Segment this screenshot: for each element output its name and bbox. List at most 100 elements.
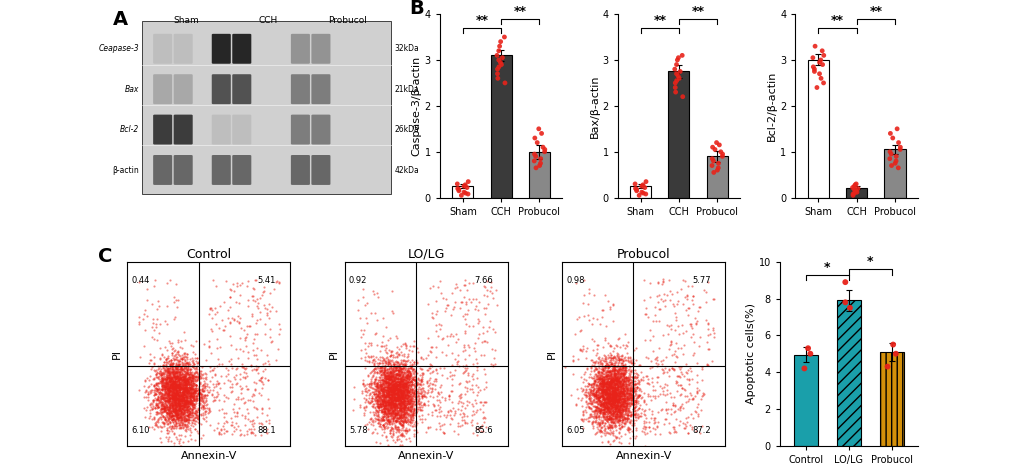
Point xyxy=(142,356,158,363)
Point xyxy=(663,364,680,372)
Point xyxy=(593,374,609,381)
Point xyxy=(602,361,619,368)
Point xyxy=(357,421,373,429)
Point xyxy=(155,383,171,391)
Point xyxy=(389,424,406,431)
Point xyxy=(177,386,194,393)
Point xyxy=(381,359,397,367)
Point xyxy=(391,397,408,404)
Point xyxy=(190,416,206,423)
Point xyxy=(393,377,410,385)
Point xyxy=(598,408,614,416)
Point xyxy=(603,393,620,401)
Point xyxy=(595,392,611,400)
Point xyxy=(613,401,630,409)
Point xyxy=(602,384,619,392)
Point xyxy=(619,399,635,407)
Point xyxy=(388,364,405,372)
Point xyxy=(398,389,415,396)
Point xyxy=(161,377,177,384)
Point xyxy=(594,400,610,408)
Point xyxy=(602,376,619,384)
Point xyxy=(412,376,428,383)
Point xyxy=(387,394,404,401)
Point xyxy=(625,393,641,400)
Point xyxy=(378,409,394,417)
Point xyxy=(598,389,614,397)
Point xyxy=(602,375,619,383)
Point xyxy=(375,391,391,398)
Point xyxy=(618,368,634,376)
Point xyxy=(620,395,636,402)
Point xyxy=(599,381,615,389)
Point xyxy=(614,377,631,384)
Point xyxy=(170,384,186,391)
Point xyxy=(425,400,441,408)
Point xyxy=(375,385,391,393)
Point xyxy=(186,369,203,376)
Point xyxy=(662,406,679,413)
Point xyxy=(154,378,170,386)
Point xyxy=(610,370,627,377)
Point xyxy=(384,409,400,416)
Point xyxy=(249,295,265,303)
Point xyxy=(209,392,225,400)
Point xyxy=(694,377,710,384)
Point xyxy=(610,367,627,374)
Point xyxy=(392,405,409,412)
Point xyxy=(162,373,178,380)
Point xyxy=(635,396,651,404)
Point xyxy=(179,398,196,405)
Point xyxy=(176,374,193,381)
Point xyxy=(622,434,638,442)
Point xyxy=(385,413,401,420)
Point xyxy=(195,392,211,400)
Point xyxy=(165,399,181,406)
Point xyxy=(596,382,612,389)
Point xyxy=(156,404,172,412)
Point xyxy=(171,374,187,381)
Point xyxy=(397,390,414,398)
Point xyxy=(599,368,615,375)
Point xyxy=(167,406,183,414)
Point xyxy=(168,401,184,408)
Point xyxy=(407,379,423,387)
Point xyxy=(356,326,372,334)
Point xyxy=(595,406,611,413)
Point xyxy=(600,372,616,380)
Point xyxy=(378,349,394,357)
Point xyxy=(167,367,183,375)
Point xyxy=(594,384,610,391)
Point xyxy=(163,363,179,371)
Point xyxy=(604,374,621,381)
Point xyxy=(183,376,200,384)
Point xyxy=(698,360,714,368)
Point xyxy=(609,405,626,413)
Point xyxy=(380,365,396,372)
Point xyxy=(248,366,264,373)
Point xyxy=(369,341,385,349)
Point xyxy=(382,371,398,378)
Point xyxy=(381,397,397,404)
Point xyxy=(585,367,601,374)
Point xyxy=(270,330,286,338)
Point xyxy=(604,412,621,419)
Point xyxy=(610,395,627,402)
Point xyxy=(172,416,189,424)
Point xyxy=(594,366,610,373)
Point xyxy=(175,373,192,380)
Point xyxy=(390,373,407,380)
Point xyxy=(391,371,408,379)
Point xyxy=(388,407,405,415)
Point xyxy=(146,397,162,404)
Point xyxy=(397,408,414,416)
Point xyxy=(569,385,585,393)
Point xyxy=(365,418,381,425)
Point xyxy=(615,363,632,371)
Point xyxy=(355,411,371,419)
Point xyxy=(174,393,191,401)
Point xyxy=(374,382,390,389)
Point xyxy=(376,378,392,386)
Point xyxy=(171,437,187,445)
Point xyxy=(673,368,689,376)
